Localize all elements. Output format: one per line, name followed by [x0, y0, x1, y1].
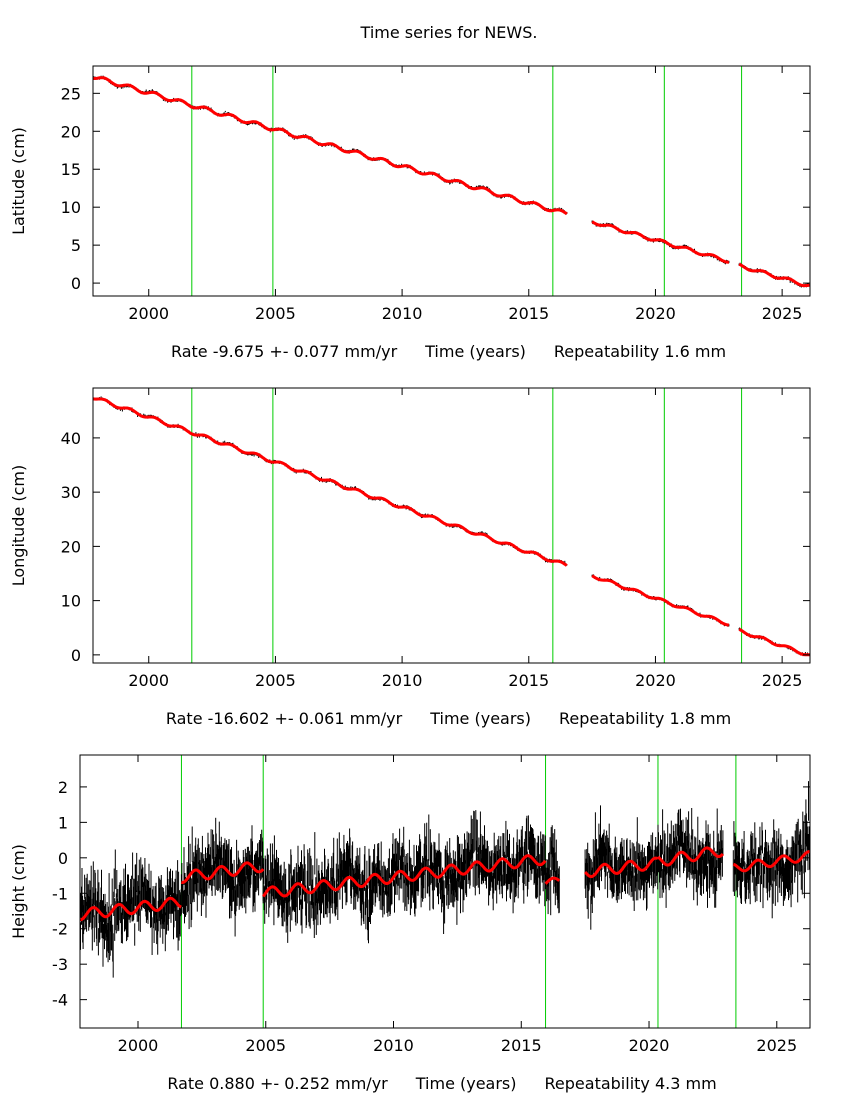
plot-frame — [79, 754, 811, 1029]
fit-line-segment — [591, 220, 729, 264]
x-tick-label: 2010 — [382, 671, 423, 690]
x-tick-label: 2025 — [762, 671, 803, 690]
y-tick-label: 40 — [61, 429, 81, 448]
fit-line-segment — [80, 896, 182, 922]
figure-title: Time series for NEWS. — [360, 23, 538, 42]
y-tick-label: 15 — [61, 160, 81, 179]
fit-line-segment — [584, 856, 659, 879]
plot-area — [93, 388, 810, 663]
fit-line-segment — [93, 397, 568, 567]
y-tick-label: 0 — [58, 849, 68, 868]
fit-line-segment — [733, 850, 810, 873]
y-tick-label: 2 — [58, 778, 68, 797]
x-tick-label: 2015 — [501, 1036, 542, 1055]
x-tick-label: 2005 — [255, 671, 296, 690]
fit-line-segment — [262, 854, 547, 898]
x-tick-label: 2015 — [508, 671, 549, 690]
y-tick-label: 10 — [61, 592, 81, 611]
fit-line-segment — [93, 76, 568, 216]
y-tick-label: 0 — [71, 274, 81, 293]
repeatability-text: Repeatability 1.8 mm — [559, 709, 731, 728]
repeatability-text: Repeatability 1.6 mm — [554, 342, 726, 361]
rate-text: Rate -16.602 +- 0.061 mm/yr — [166, 709, 403, 728]
data-points — [80, 781, 810, 978]
x-axis-label: Time (years) — [415, 1074, 517, 1093]
fit-line-segment — [738, 262, 810, 288]
y-tick-label: 0 — [71, 646, 81, 665]
x-axis-caption: Rate 0.880 +- 0.252 mm/yr Time (years) Rep… — [167, 1074, 716, 1093]
plot-frame — [92, 387, 811, 664]
y-tick-label: 1 — [58, 813, 68, 832]
x-tick-label: 2000 — [128, 671, 169, 690]
x-axis-caption: Rate -16.602 +- 0.061 mm/yr Time (years) R… — [166, 709, 731, 728]
plot-area — [93, 66, 810, 296]
x-tick-label: 2020 — [635, 304, 676, 323]
x-tick-label: 2020 — [635, 671, 676, 690]
y-tick-label: 20 — [61, 537, 81, 556]
x-tick-label: 2010 — [382, 304, 423, 323]
y-tick-label: 5 — [71, 236, 81, 255]
rate-text: Rate -9.675 +- 0.077 mm/yr — [171, 342, 398, 361]
y-tick-label: 25 — [61, 84, 81, 103]
y-axis-label: Latitude (cm) — [9, 127, 28, 235]
fit-line-segment — [591, 574, 730, 627]
x-tick-label: 2025 — [756, 1036, 797, 1055]
plot-area — [80, 755, 810, 1028]
fit-line-segment — [657, 846, 725, 867]
panel-latitude: 2000 2005 2010 2015 2020 20250510152025Latitu… — [9, 65, 811, 361]
y-axis-label: Longitude (cm) — [9, 465, 28, 587]
x-axis-caption: Rate -9.675 +- 0.077 mm/yr Time (years) Re… — [171, 342, 726, 361]
x-axis-label: Time (years) — [424, 342, 526, 361]
x-tick-label: 2000 — [118, 1036, 159, 1055]
y-tick-label: -1 — [52, 884, 68, 903]
x-tick-label: 2015 — [508, 304, 549, 323]
repeatability-text: Repeatability 4.3 mm — [545, 1074, 717, 1093]
x-tick-label: 2005 — [255, 304, 296, 323]
y-axis-label: Height (cm) — [9, 844, 28, 939]
x-tick-label: 2025 — [762, 304, 803, 323]
x-tick-label: 2020 — [629, 1036, 670, 1055]
y-tick-label: 30 — [61, 483, 81, 502]
y-tick-label: -2 — [52, 920, 68, 939]
y-tick-label: -4 — [52, 991, 68, 1010]
y-tick-label: 10 — [61, 198, 81, 217]
x-tick-label: 2005 — [245, 1036, 286, 1055]
panel-height: 2000 2005 2010 2015 2020 2025 -4 -3 -2 -1 0 1 2 Heigh… — [9, 754, 811, 1093]
x-tick-label: 2010 — [373, 1036, 414, 1055]
plot-frame — [92, 65, 811, 297]
fit-line-segment — [738, 627, 810, 657]
fit-line-segment — [181, 861, 265, 884]
x-tick-label: 2000 — [128, 304, 169, 323]
panel-longitude: 2000 2005 2010 2015 2020 2025 0 10 20 30 40 Longitu… — [9, 387, 811, 728]
x-axis-label: Time (years) — [429, 709, 531, 728]
y-tick-label: -3 — [52, 955, 68, 974]
rate-text: Rate 0.880 +- 0.252 mm/yr — [167, 1074, 388, 1093]
fit-line-segment — [544, 876, 561, 885]
y-tick-label: 20 — [61, 122, 81, 141]
